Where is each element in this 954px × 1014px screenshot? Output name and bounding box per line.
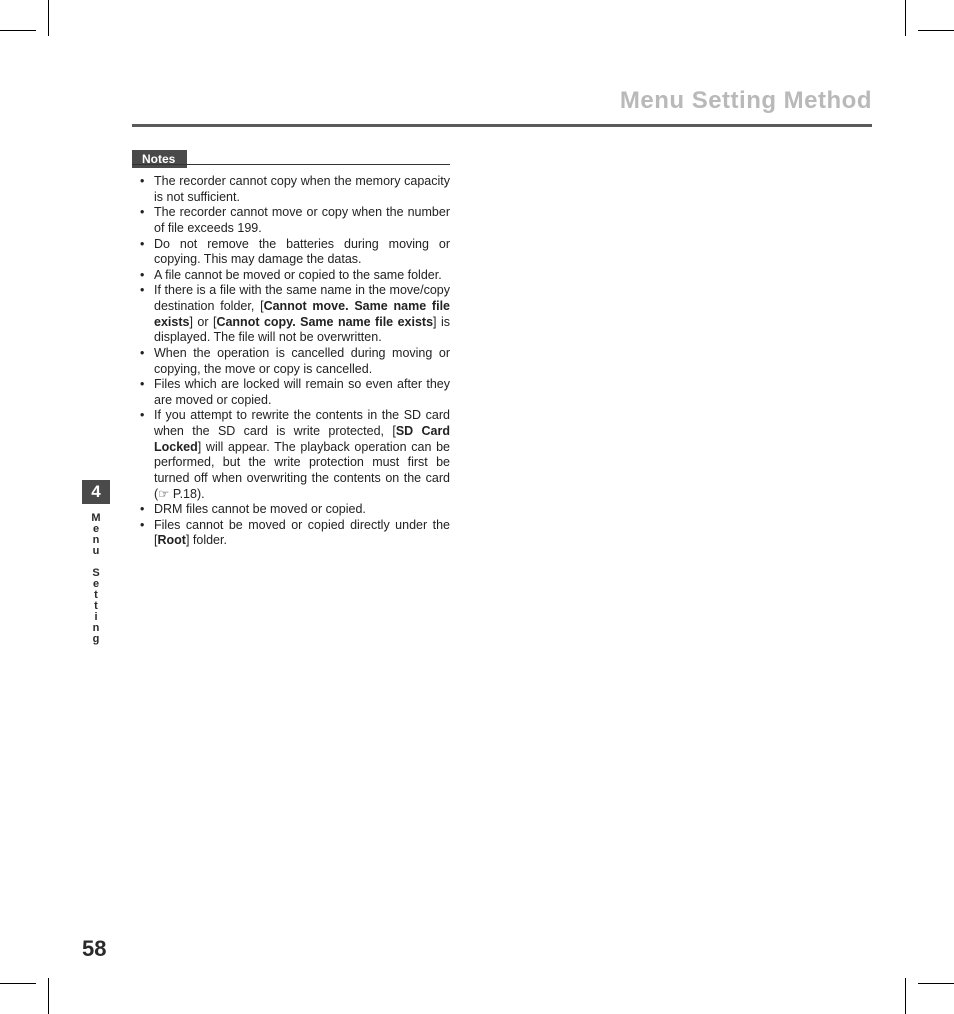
- notes-rule: [132, 164, 450, 165]
- header-rule: [132, 124, 872, 127]
- notes-item: A file cannot be moved or copied to the …: [138, 268, 450, 284]
- note-text: Files which are locked will remain so ev…: [154, 377, 450, 407]
- notes-item: The recorder cannot move or copy when th…: [138, 205, 450, 236]
- content-area: Menu Setting Method Notes The recorder c…: [82, 52, 872, 962]
- note-text: ] or [: [189, 315, 216, 329]
- notes-item: Files which are locked will remain so ev…: [138, 377, 450, 408]
- manual-page: Menu Setting Method Notes The recorder c…: [0, 0, 954, 1014]
- chapter-label: Menu Setting: [90, 512, 102, 644]
- note-text: Do not remove the batteries during movin…: [154, 237, 450, 267]
- chapter-number: 4: [82, 480, 110, 504]
- notes-item: The recorder cannot copy when the memory…: [138, 174, 450, 205]
- notes-item: If there is a file with the same name in…: [138, 283, 450, 346]
- note-text: ] folder.: [186, 533, 227, 547]
- bold-term: Root: [157, 533, 185, 547]
- notes-item: If you attempt to rewrite the contents i…: [138, 408, 450, 502]
- section-title: Menu Setting Method: [620, 87, 872, 115]
- crop-mark: [918, 983, 954, 984]
- note-text: ] will appear. The playback operation ca…: [154, 440, 450, 501]
- notes-item: When the operation is cancelled during m…: [138, 346, 450, 377]
- notes-item: DRM files cannot be moved or copied.: [138, 502, 450, 518]
- note-text: The recorder cannot move or copy when th…: [154, 205, 450, 235]
- crop-mark: [48, 0, 49, 36]
- crop-mark: [905, 978, 906, 1014]
- note-text: DRM files cannot be moved or copied.: [154, 502, 366, 516]
- crop-mark: [918, 30, 954, 31]
- note-text: The recorder cannot copy when the memory…: [154, 174, 450, 204]
- page-number: 58: [82, 936, 106, 962]
- notes-item: Files cannot be moved or copied directly…: [138, 518, 450, 549]
- chapter-tab: 4 Menu Setting: [82, 480, 110, 644]
- notes-label: Notes: [132, 150, 187, 168]
- notes-list: The recorder cannot copy when the memory…: [138, 174, 450, 549]
- note-text: A file cannot be moved or copied to the …: [154, 268, 442, 282]
- notes-item: Do not remove the batteries during movin…: [138, 237, 450, 268]
- crop-mark: [905, 0, 906, 36]
- bold-term: Cannot copy. Same name file exists: [216, 315, 433, 329]
- crop-mark: [48, 978, 49, 1014]
- crop-mark: [0, 983, 36, 984]
- crop-mark: [0, 30, 36, 31]
- note-text: When the operation is cancelled during m…: [154, 346, 450, 376]
